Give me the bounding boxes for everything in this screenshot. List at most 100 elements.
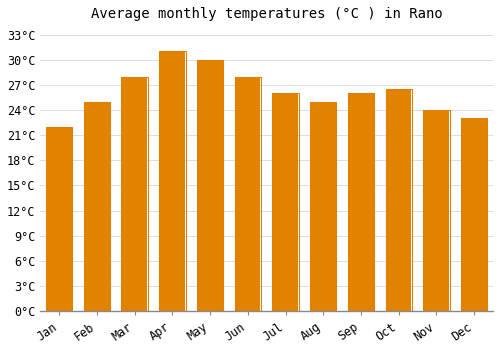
Bar [160, 51, 171, 311]
Bar [386, 89, 398, 311]
Bar [122, 77, 127, 311]
Bar [198, 60, 209, 311]
Bar [348, 93, 352, 311]
Bar [84, 102, 90, 311]
Bar [235, 77, 238, 311]
Bar [386, 89, 390, 311]
Bar [47, 127, 72, 311]
Bar [386, 89, 392, 311]
Bar [122, 77, 138, 311]
Bar [424, 110, 426, 311]
Bar [386, 89, 408, 311]
Bar [84, 102, 96, 311]
Bar [47, 127, 67, 311]
Bar [84, 102, 89, 311]
Bar [386, 89, 397, 311]
Bar [198, 60, 211, 311]
Bar [160, 51, 181, 311]
Bar [349, 93, 372, 311]
Bar [84, 102, 92, 311]
Bar [348, 93, 355, 311]
Bar [348, 93, 354, 311]
Bar [160, 51, 182, 311]
Bar [160, 51, 167, 311]
Bar [122, 77, 123, 311]
Bar [198, 60, 214, 311]
Bar [348, 93, 350, 311]
Bar [122, 77, 134, 311]
Bar [462, 118, 474, 311]
Bar [122, 77, 132, 311]
Bar [386, 89, 388, 311]
Bar [122, 77, 142, 311]
Bar [236, 77, 245, 311]
Bar [47, 127, 68, 311]
Bar [273, 93, 290, 311]
Bar [273, 93, 278, 311]
Bar [122, 77, 146, 311]
Bar [160, 51, 168, 311]
Bar [424, 110, 442, 311]
Bar [47, 127, 71, 311]
Bar [273, 93, 286, 311]
Bar [160, 51, 177, 311]
Bar [348, 93, 368, 311]
Bar [348, 93, 353, 311]
Bar [198, 60, 202, 311]
Bar [160, 51, 168, 311]
Bar [159, 51, 160, 311]
Bar [386, 89, 403, 311]
Bar [386, 89, 391, 311]
Bar [236, 77, 242, 311]
Bar [47, 127, 65, 311]
Bar [198, 60, 222, 311]
Bar [122, 77, 133, 311]
Bar [348, 93, 364, 311]
Bar [84, 102, 95, 311]
Bar [234, 77, 261, 311]
Bar [46, 127, 54, 311]
Bar [310, 102, 312, 311]
Bar [160, 51, 170, 311]
Bar [310, 102, 316, 311]
Bar [46, 127, 54, 311]
Bar [160, 51, 172, 311]
Bar [348, 93, 350, 311]
Bar [47, 127, 60, 311]
Bar [462, 118, 476, 311]
Bar [386, 89, 388, 311]
Bar [424, 110, 446, 311]
Bar [84, 102, 96, 311]
Bar [84, 102, 104, 311]
Bar [348, 93, 356, 311]
Bar [386, 89, 390, 311]
Bar [122, 77, 144, 311]
Bar [122, 77, 130, 311]
Bar [160, 51, 173, 311]
Bar [198, 60, 219, 311]
Bar [462, 118, 469, 311]
Bar [160, 51, 184, 311]
Bar [198, 60, 211, 311]
Bar [274, 93, 292, 311]
Bar [424, 110, 444, 311]
Bar [462, 118, 470, 311]
Bar [236, 77, 254, 311]
Bar [273, 93, 280, 311]
Bar [46, 127, 48, 311]
Bar [84, 102, 102, 311]
Bar [386, 89, 409, 311]
Bar [348, 93, 349, 311]
Bar [160, 51, 162, 311]
Bar [311, 102, 324, 311]
Bar [122, 77, 129, 311]
Bar [348, 93, 362, 311]
Bar [311, 102, 321, 311]
Bar [198, 60, 200, 311]
Bar [462, 118, 481, 311]
Bar [462, 118, 478, 311]
Bar [84, 102, 103, 311]
Bar [273, 93, 291, 311]
Bar [84, 102, 110, 311]
Bar [160, 51, 176, 311]
